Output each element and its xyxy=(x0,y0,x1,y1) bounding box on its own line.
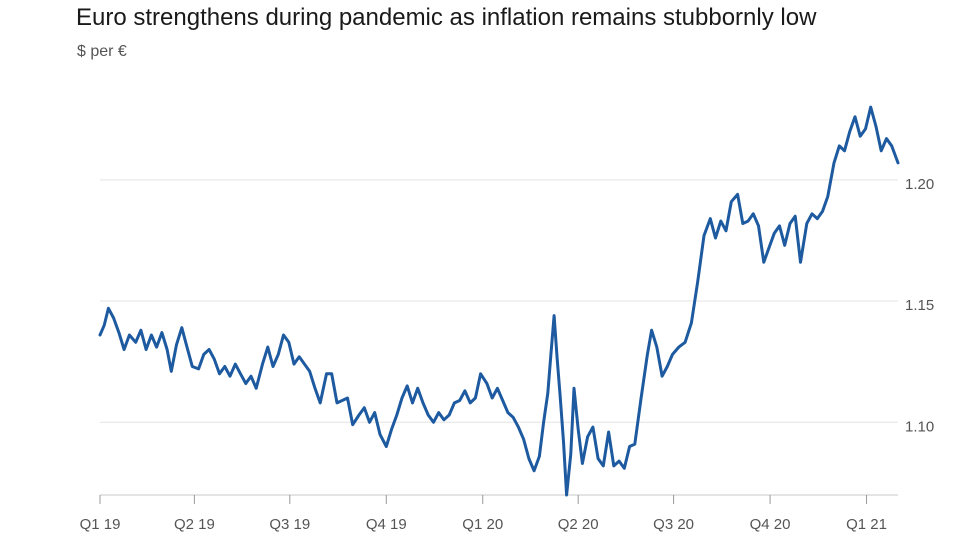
chart-title: Euro strengthens during pandemic as infl… xyxy=(76,4,817,31)
x-tick-label: Q1 20 xyxy=(462,516,503,533)
x-tick-label: Q3 20 xyxy=(653,516,694,533)
x-tick-label: Q1 19 xyxy=(80,516,121,533)
x-tick-label: Q3 19 xyxy=(269,516,310,533)
x-axis: Q1 19 Q2 19 Q3 19 Q4 19 Q1 20 Q2 20 Q3 20 Q4 20… xyxy=(80,494,898,533)
series-lines xyxy=(98,105,900,497)
x-tick-label: Q2 19 xyxy=(174,516,215,533)
x-tick-label: Q2 20 xyxy=(558,516,599,533)
y-tick-label: 1.20 xyxy=(905,176,934,193)
y-axis-ticks: 1.10 1.15 1.20 xyxy=(905,176,934,435)
chart-subtitle: $ per € xyxy=(77,43,127,60)
x-tick-label: Q1 21 xyxy=(846,516,887,533)
y-tick-label: 1.10 xyxy=(905,418,934,435)
gridlines xyxy=(100,179,898,423)
x-tick-label: Q4 20 xyxy=(750,516,791,533)
series-line xyxy=(98,105,900,497)
x-tick-label: Q4 19 xyxy=(366,516,407,533)
y-tick-label: 1.15 xyxy=(905,297,934,314)
